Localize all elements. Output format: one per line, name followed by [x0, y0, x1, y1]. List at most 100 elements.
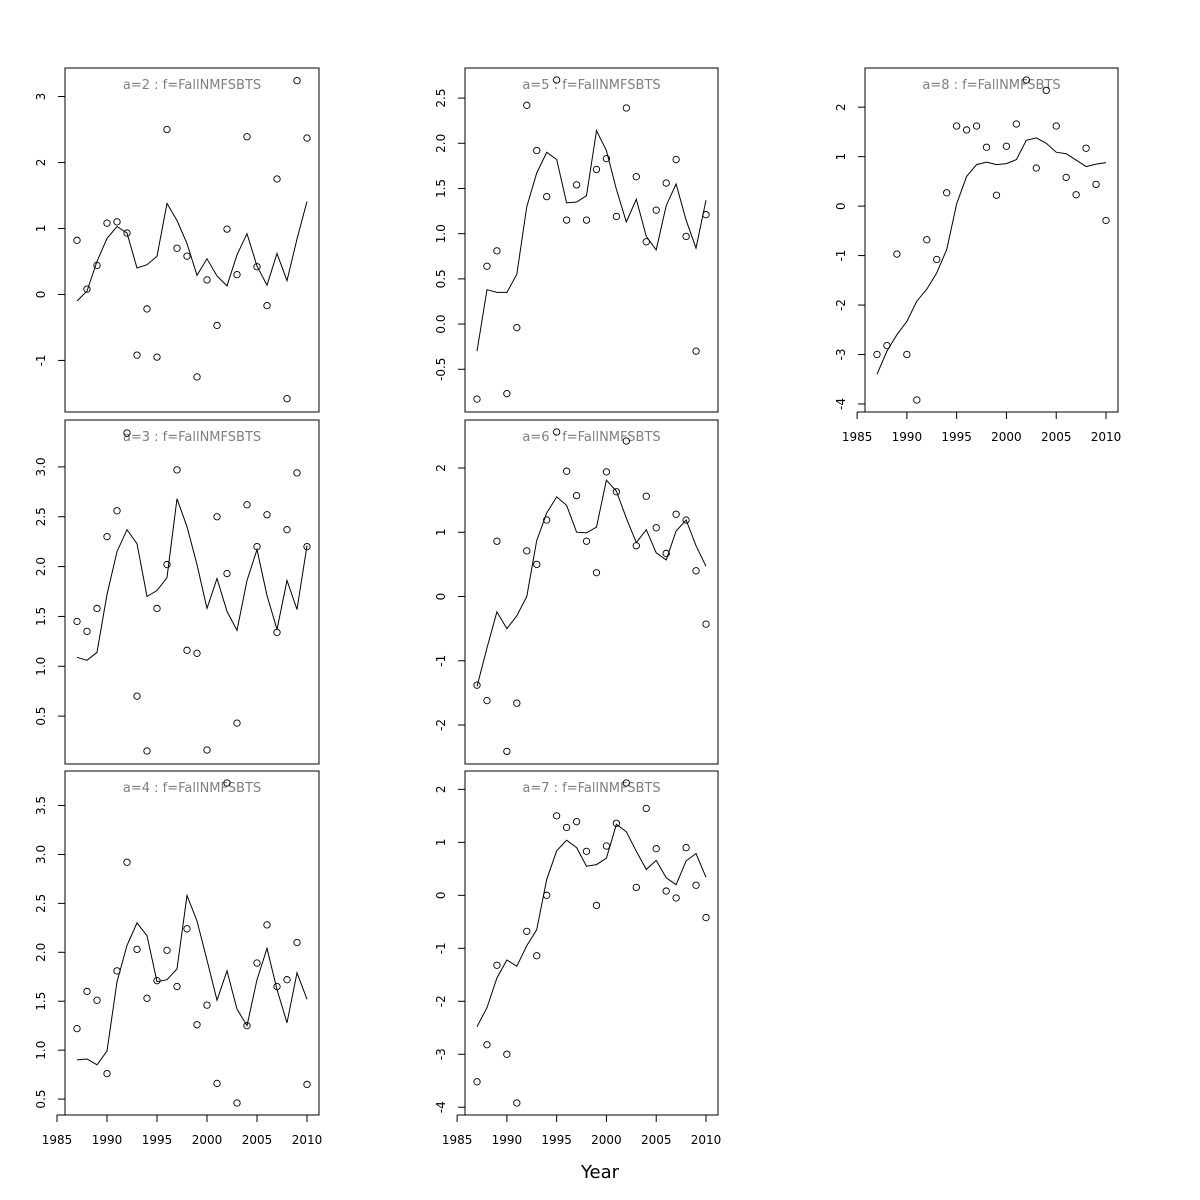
data-point: [273, 628, 281, 637]
panel-title: a=2 : f=FallNMFSBTS: [123, 78, 261, 93]
data-point: [303, 542, 311, 551]
data-point: [1082, 144, 1090, 152]
data-point: [612, 488, 621, 496]
observed-points: [73, 77, 311, 403]
y-tick-label: 1.5: [434, 179, 448, 198]
data-point: [992, 191, 1001, 199]
data-point: [203, 1001, 211, 1009]
data-point: [1002, 142, 1011, 150]
y-tick-label: 0.0: [434, 315, 448, 334]
y-tick-label: 0: [434, 891, 448, 899]
data-point: [93, 996, 101, 1004]
data-point: [153, 604, 161, 613]
x-tick-label: 2005: [1041, 430, 1072, 444]
x-tick-label: 1995: [142, 1133, 173, 1147]
fitted-series-line: [76, 893, 308, 1066]
data-point: [133, 945, 141, 954]
x-tick-label: 2010: [292, 1133, 323, 1147]
y-tick-label: 0.5: [34, 1090, 48, 1109]
y-tick-label: 3: [34, 93, 48, 101]
data-point: [133, 692, 141, 700]
x-tick-label: 2010: [1091, 430, 1122, 444]
observed-points: [873, 76, 1110, 404]
fitted-series-line: [76, 201, 308, 302]
fitted-series-line: [476, 128, 707, 352]
observed-points: [73, 429, 311, 755]
y-tick-label: 2: [834, 103, 848, 111]
data-point: [473, 1078, 481, 1086]
panel-title: a=5 : f=FallNMFSBTS: [522, 78, 660, 93]
y-tick-label: 2.0: [434, 134, 448, 153]
y-tick-label: 3.0: [34, 845, 48, 864]
observed-points: [473, 428, 710, 756]
data-point: [543, 192, 551, 201]
data-point: [143, 994, 151, 1002]
data-point: [562, 216, 571, 224]
y-tick-label: -3: [434, 1048, 448, 1060]
y-tick-label: 0.5: [34, 707, 48, 726]
data-point: [193, 649, 201, 657]
data-point: [163, 125, 171, 134]
data-point: [133, 351, 141, 359]
data-point: [632, 883, 640, 892]
data-point: [602, 468, 611, 476]
data-point: [682, 843, 690, 852]
data-point: [523, 547, 531, 555]
data-point: [503, 1050, 511, 1058]
plot-frame: [864, 67, 1119, 413]
data-point: [253, 263, 261, 271]
x-tick-label: 2000: [591, 1133, 622, 1147]
data-point: [702, 913, 710, 922]
data-point: [213, 1079, 221, 1088]
data-point: [562, 823, 571, 832]
data-point: [582, 216, 591, 224]
x-axis-title: Year: [580, 1162, 620, 1183]
y-tick-label: 2.0: [34, 943, 48, 962]
data-point: [632, 542, 640, 550]
data-point: [672, 155, 680, 164]
observed-points: [73, 779, 311, 1107]
panel-title: a=4 : f=FallNMFSBTS: [123, 781, 261, 796]
plot-frame: [64, 770, 320, 1116]
y-tick-label: 2: [34, 159, 48, 167]
x-tick-label: 1985: [442, 1133, 473, 1147]
data-point: [303, 1080, 311, 1089]
y-tick-label: -2: [834, 299, 848, 311]
data-point: [553, 76, 561, 84]
data-point: [183, 646, 191, 654]
y-tick-label: 0: [434, 593, 448, 601]
data-point: [622, 437, 630, 445]
data-point: [1062, 173, 1070, 182]
y-tick-label: -1: [434, 655, 448, 667]
chart-panel-4: a=5 : f=FallNMFSBTS -0.5 0.0 0.5 1.0 1.5 2.0 2.…: [434, 67, 719, 413]
data-point: [483, 1041, 491, 1049]
data-point: [1042, 86, 1050, 95]
x-tick-label: 1995: [941, 430, 972, 444]
data-point: [933, 255, 941, 264]
data-point: [173, 244, 181, 252]
data-point: [503, 390, 511, 398]
data-point: [622, 779, 630, 787]
x-tick-label: 2005: [641, 1133, 672, 1147]
data-point: [213, 513, 221, 521]
data-point: [642, 238, 650, 246]
data-point: [293, 938, 301, 947]
y-tick-label: 2.5: [34, 507, 48, 526]
y-tick-label: 3.5: [34, 796, 48, 815]
data-point: [163, 946, 171, 954]
data-point: [1072, 191, 1080, 199]
data-point: [233, 719, 241, 727]
data-point: [962, 126, 971, 134]
panel-title: a=6 : f=FallNMFSBTS: [522, 430, 660, 445]
data-point: [692, 347, 700, 355]
data-point: [1092, 180, 1100, 189]
plot-frame: [64, 419, 320, 765]
data-point: [143, 305, 151, 313]
data-point: [503, 747, 511, 756]
data-point: [642, 804, 650, 813]
plot-frame: [464, 419, 719, 765]
y-tick-label: -1: [834, 250, 848, 262]
data-point: [562, 467, 571, 475]
